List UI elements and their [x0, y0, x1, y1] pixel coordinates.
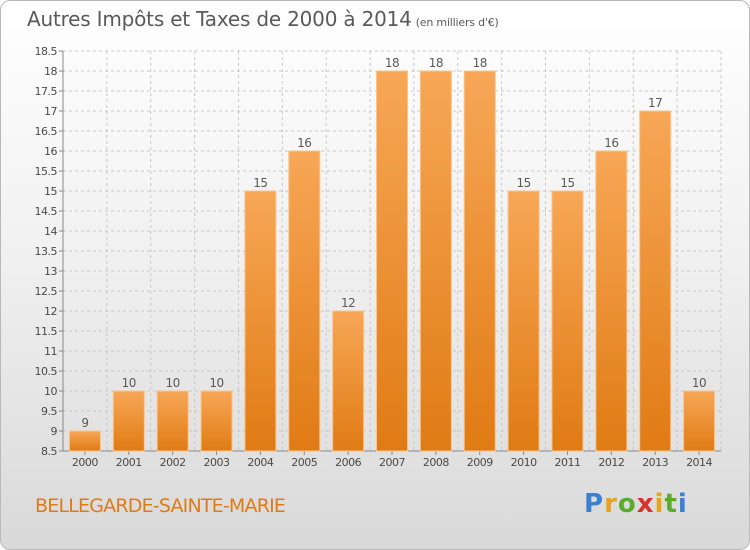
commune-name: BELLEGARDE-SAINTE-MARIE: [35, 495, 286, 517]
y-tick-label: 12: [44, 305, 57, 318]
x-tick-label: 2014: [686, 456, 712, 469]
y-tick-label: 11: [44, 345, 57, 358]
logo-letter: o: [617, 489, 637, 519]
data-label: 17: [648, 96, 662, 110]
x-tick-label: 2006: [335, 456, 361, 469]
data-label: 10: [166, 376, 180, 390]
data-label: 18: [429, 56, 443, 70]
logo-letter: x: [636, 489, 655, 519]
chart-title: Autres Impôts et Taxes de 2000 à 2014 (en…: [27, 7, 499, 31]
bar: [551, 190, 584, 452]
y-tick-label: 11.5: [35, 325, 58, 338]
bar: [200, 390, 233, 452]
bar: [68, 430, 101, 452]
bar: [463, 70, 496, 452]
data-label: 10: [209, 376, 223, 390]
y-tick-label: 18.5: [35, 45, 58, 58]
x-tick-label: 2012: [598, 456, 624, 469]
y-tick-label: 17.5: [35, 85, 58, 98]
y-tick-label: 10: [44, 385, 57, 398]
y-tick-label: 18: [44, 65, 57, 78]
x-tick-label: 2004: [247, 456, 273, 469]
proxiti-logo: Proxiti: [584, 489, 688, 519]
x-tick-label: 2003: [204, 456, 230, 469]
bar: [595, 150, 628, 452]
bar: [112, 390, 145, 452]
logo-letter: P: [584, 489, 605, 519]
y-tick-label: 16: [44, 145, 57, 158]
y-tick-label: 12.5: [35, 285, 58, 298]
x-tick-label: 2007: [379, 456, 405, 469]
y-tick-label: 14: [44, 225, 57, 238]
x-tick-label: 2010: [511, 456, 537, 469]
y-tick-label: 13.5: [35, 245, 58, 258]
x-tick-label: 2001: [116, 456, 142, 469]
bar: [288, 150, 321, 452]
logo-letter: i: [654, 489, 665, 519]
x-tick-label: 2008: [423, 456, 449, 469]
bar: [156, 390, 189, 452]
bar: [507, 190, 540, 452]
x-tick-label: 2002: [160, 456, 186, 469]
data-label: 16: [297, 136, 311, 150]
y-tick-label: 8.5: [41, 445, 57, 458]
data-label: 15: [253, 176, 267, 190]
bar: [376, 70, 408, 452]
chart-title-unit: (en milliers d'€): [415, 16, 499, 29]
y-tick-label: 9.5: [41, 405, 57, 418]
logo-letter: i: [677, 489, 688, 519]
bar: [419, 70, 452, 452]
data-label: 18: [473, 56, 487, 70]
y-tick-label: 15.5: [35, 165, 58, 178]
bars: [68, 70, 716, 452]
x-tick-label: 2009: [467, 456, 493, 469]
labels: 8.5 9 9.5 10 10.5 11 11.5 12 12.5 13 13.5 14 14.5 15 1…: [35, 45, 714, 469]
bar: [639, 110, 672, 452]
data-label: 9: [81, 416, 88, 430]
x-tick-label: 2011: [554, 456, 580, 469]
bar: [332, 310, 365, 452]
bar: [244, 190, 277, 452]
logo-letter: t: [664, 489, 678, 519]
y-tick-label: 14.5: [35, 205, 58, 218]
data-label: 15: [560, 176, 574, 190]
data-label: 16: [604, 136, 618, 150]
y-tick-label: 9: [51, 425, 58, 438]
chart-title-text: Autres Impôts et Taxes de 2000 à 2014: [27, 7, 412, 31]
y-tick-label: 17: [44, 105, 57, 118]
y-tick-label: 15: [44, 185, 57, 198]
x-tick-label: 2013: [642, 456, 668, 469]
y-tick-label: 10.5: [35, 365, 58, 378]
logo-letter: r: [604, 489, 618, 519]
x-tick-label: 2005: [291, 456, 317, 469]
y-tick-label: 13: [44, 265, 57, 278]
data-label: 15: [516, 176, 530, 190]
data-label: 10: [122, 376, 136, 390]
data-label: 12: [341, 296, 355, 310]
data-label: 10: [692, 376, 706, 390]
x-tick-label: 2000: [72, 456, 98, 469]
data-label: 18: [385, 56, 399, 70]
bar: [683, 390, 716, 452]
y-tick-label: 16.5: [35, 125, 58, 138]
